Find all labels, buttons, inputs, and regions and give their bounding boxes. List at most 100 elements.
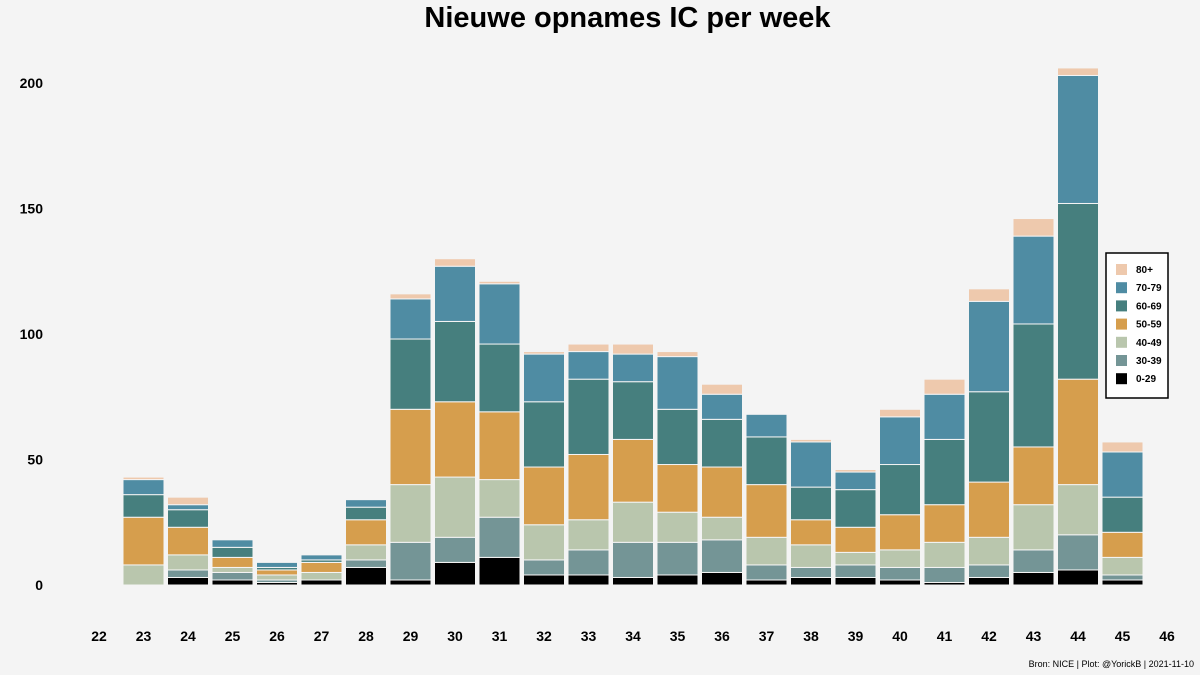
legend-label: 70-79 [1136,283,1162,294]
x-tick-label: 32 [536,628,552,644]
legend-label: 60-69 [1136,301,1162,312]
x-tick-label: 44 [1070,628,1086,644]
bar-segment-60-69 [745,436,788,486]
bar-segment-0-29 [1101,579,1144,586]
x-tick-label: 23 [136,628,152,644]
bar-segment-0-29 [523,574,565,586]
bar-segment-40-49 [523,524,565,561]
legend-swatch [1116,373,1127,385]
x-tick-label: 38 [803,628,819,644]
bar-segment-60-69 [478,343,521,413]
y-tick-label: 100 [20,326,44,342]
bar-segment-30-39 [389,541,432,581]
x-tick-label: 24 [180,628,196,644]
bar-segment-50-59 [256,569,298,576]
bar-segment-30-39 [968,564,1010,578]
legend-label: 30-39 [1136,356,1162,367]
legend: 80+ 70-79 60-69 50-59 40-49 30-39 0-29 [1105,252,1169,399]
bar-segment-30-39 [701,539,743,573]
bar-segment-50-59 [923,504,966,543]
bar-segment-60-69 [790,486,832,521]
legend-swatch [1116,282,1127,294]
bar-segment-80+ [1012,218,1055,237]
x-axis: 22 23 24 25 26 27 28 29 30 31 32 33 34 35 36 37 38 39 40 41… [91,628,1175,644]
bar-segment-30-39 [923,566,966,583]
bar-segment-40-49 [389,484,432,543]
bar-segment-80+ [879,408,921,418]
bar-segment-70-79 [1057,74,1099,204]
bar-segment-30-39 [612,541,654,578]
bar-segment-80+ [567,343,610,353]
bar-segment-50-59 [612,438,654,503]
bar-segment-30-39 [345,559,387,568]
legend-label: 80+ [1136,265,1153,276]
bar-segment-50-59 [656,464,699,513]
bar-segment-80+ [478,280,521,285]
source-caption: Bron: NICE | Plot: @YorickB | 2021-11-10 [1028,659,1194,669]
bar-segment-30-39 [567,549,610,576]
bar-segment-50-59 [1057,378,1099,486]
x-tick-label: 39 [848,628,864,644]
bar-segment-70-79 [612,353,654,383]
bar-segment-70-79 [567,351,610,380]
bar-segment-40-49 [701,516,743,541]
bar-segment-70-79 [523,353,565,403]
bar-segment-40-49 [923,541,966,568]
bar-segment-0-29 [612,576,654,586]
bar-segment-60-69 [523,401,565,468]
bar-segment-80+ [122,476,165,481]
x-tick-label: 25 [225,628,241,644]
bar-segment-80+ [523,351,565,355]
bar-segment-0-29 [300,579,343,586]
bar-segment-0-29 [834,576,877,586]
bar-segment-60-69 [167,509,209,528]
bar-segment-40-49 [256,574,298,581]
bar-segment-70-79 [389,298,432,340]
bar-segment-0-29 [345,566,387,586]
bar-segment-50-59 [567,453,610,521]
bar-segment-0-29 [968,576,1010,586]
bar-segment-70-79 [211,539,254,548]
bar-segment-60-69 [968,391,1010,483]
legend-swatch [1116,264,1127,275]
bar-segment-80+ [790,438,832,443]
bar-segment-80+ [434,258,476,267]
bar-segment-40-49 [834,551,877,566]
bar-segment-0-29 [389,579,432,586]
x-tick-label: 33 [581,628,597,644]
bar-segment-0-29 [745,579,788,586]
bar-segment-60-69 [1057,202,1099,380]
bar-segment-80+ [1101,441,1144,453]
bar-segment-40-49 [1101,556,1144,576]
bar-segment-30-39 [1101,574,1144,581]
bar-segment-30-39 [434,536,476,563]
x-tick-label: 30 [447,628,463,644]
bar-segment-60-69 [834,489,877,528]
x-tick-label: 34 [625,628,641,644]
bar-segment-80+ [167,496,209,506]
x-tick-label: 41 [937,628,953,644]
bar-segment-40-49 [167,554,209,571]
bar-segment-80+ [701,383,743,395]
x-tick-label: 31 [492,628,508,644]
bar-segment-40-49 [300,571,343,581]
bar-segment-50-59 [167,526,209,556]
bar-segment-30-39 [834,564,877,578]
bar-segment-0-29 [478,556,521,586]
legend-swatch [1116,300,1127,312]
bar-segment-60-69 [567,378,610,455]
chart-title: Nieuwe opnames IC per week [424,2,831,34]
bar-segment-40-49 [745,536,788,566]
bar-segment-70-79 [122,479,165,496]
bar-segment-30-39 [879,566,921,581]
bar-segment-0-29 [567,574,610,586]
bar-segment-30-39 [656,541,699,576]
bar-segment-70-79 [434,265,476,322]
bar-segment-60-69 [879,464,921,516]
bar-segment-40-49 [345,544,387,561]
bar-segment-50-59 [523,466,565,526]
bar-segment-70-79 [656,356,699,410]
bar-segment-40-49 [1057,484,1099,536]
y-tick-label: 50 [27,452,43,468]
